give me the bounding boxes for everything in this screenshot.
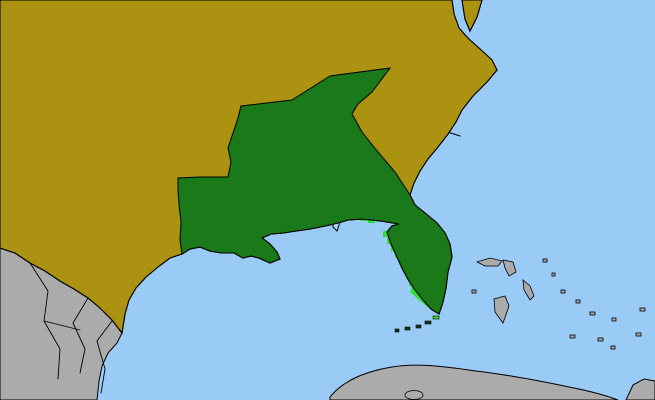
- cuba-shape: [329, 364, 619, 400]
- isla-de-la-juventud: [404, 390, 424, 400]
- islet: [560, 289, 566, 294]
- islet: [597, 337, 604, 342]
- key-islet: [404, 326, 411, 331]
- islet: [589, 311, 596, 316]
- islet: [575, 299, 581, 304]
- island: [493, 295, 510, 324]
- islet: [471, 289, 477, 294]
- islet: [551, 272, 556, 277]
- islet: [569, 334, 576, 339]
- cuba-landmass: [329, 364, 655, 400]
- key-islet: [432, 315, 440, 320]
- islet: [635, 332, 642, 337]
- islet: [611, 317, 617, 322]
- mexico-state-borders: [29, 262, 113, 394]
- islet: [610, 345, 616, 350]
- key-islet: [415, 324, 422, 329]
- cuba-east-shape: [625, 378, 655, 400]
- bahamas-islands: [471, 257, 646, 350]
- key-islet: [424, 320, 432, 325]
- key-islet: [394, 328, 400, 333]
- islet: [542, 258, 548, 263]
- county-patch: [383, 231, 390, 237]
- island: [502, 259, 517, 277]
- florida-keys: [394, 315, 440, 333]
- island: [522, 279, 535, 301]
- islet: [639, 307, 646, 312]
- island: [475, 257, 503, 267]
